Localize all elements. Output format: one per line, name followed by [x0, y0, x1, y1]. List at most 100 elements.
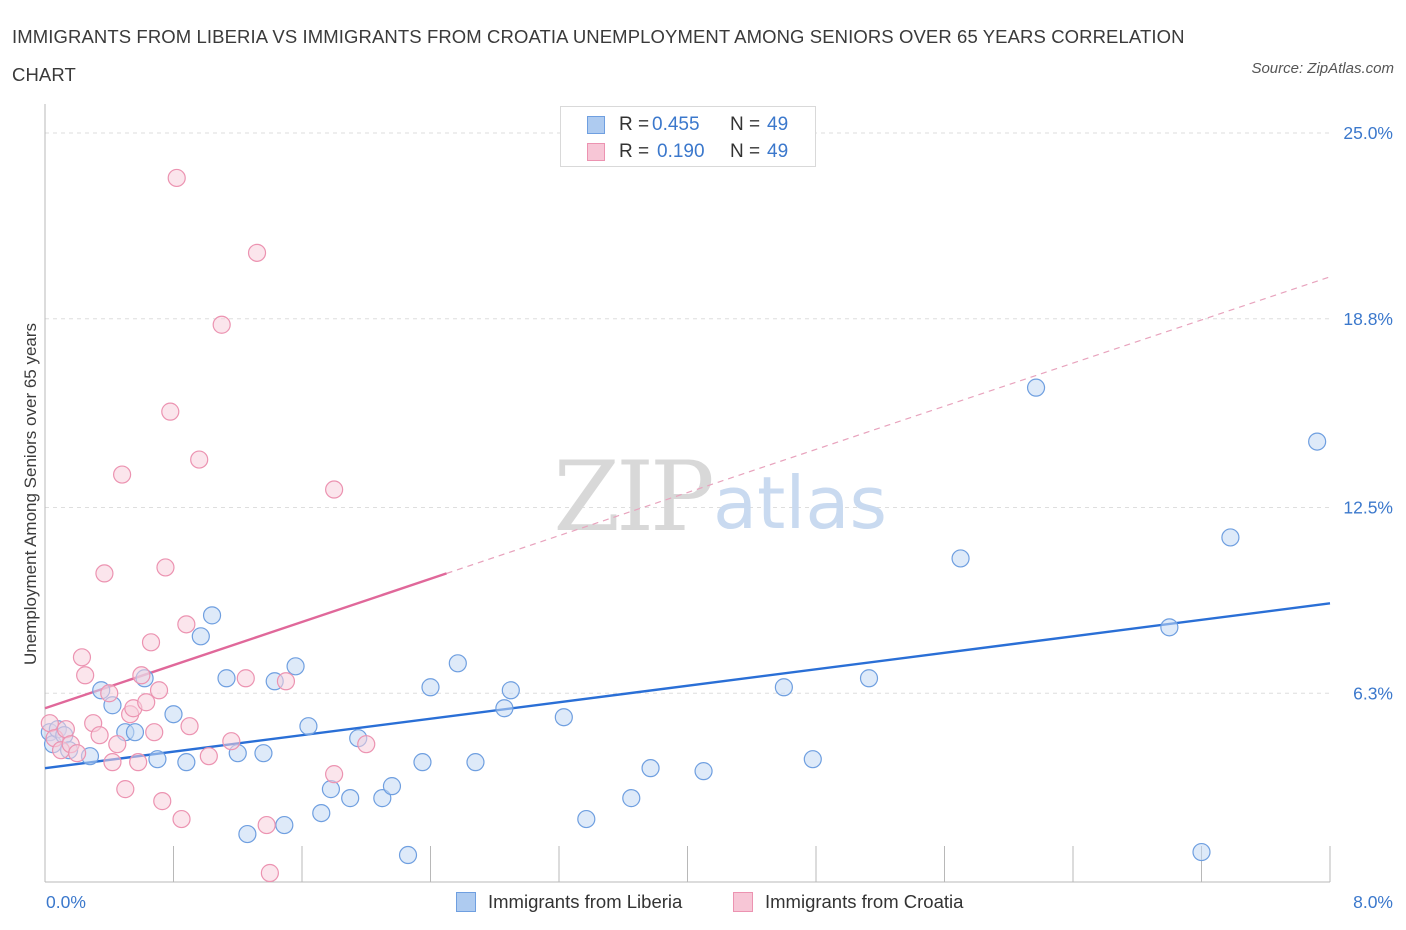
point-croatia	[40, 714, 59, 733]
x-tick-label: 0.0%	[46, 892, 86, 912]
bottom-legend-label-croatia: Immigrants from Croatia	[765, 891, 964, 912]
trend-line-extension-croatia	[446, 276, 1331, 574]
point-croatia	[149, 681, 169, 700]
point-liberia	[803, 750, 822, 769]
y-tick-label: 25.0%	[1343, 123, 1393, 143]
trend-line-liberia	[44, 602, 1331, 770]
point-croatia	[132, 666, 151, 685]
watermark: ZIP atlas	[553, 441, 887, 553]
point-liberia	[641, 759, 660, 778]
bottom-legend-croatia: Immigrants from Croatia	[733, 889, 1003, 915]
point-liberia	[554, 708, 573, 727]
point-liberia	[148, 750, 167, 769]
point-croatia	[357, 735, 376, 754]
point-croatia	[72, 648, 92, 667]
point-liberia	[1221, 528, 1240, 547]
point-croatia	[247, 243, 267, 262]
legend-n-label: N =	[730, 141, 761, 162]
point-croatia	[260, 863, 279, 883]
point-croatia	[100, 684, 119, 703]
point-croatia	[161, 402, 180, 421]
point-croatia	[141, 633, 161, 652]
point-croatia	[129, 753, 148, 772]
point-croatia	[212, 315, 231, 334]
y-axis-label: Unemployment Among Seniors over 65 years	[21, 323, 40, 665]
point-croatia	[56, 720, 75, 739]
point-croatia	[68, 744, 87, 763]
point-liberia	[382, 777, 402, 796]
point-liberia	[501, 681, 520, 700]
point-croatia	[180, 717, 199, 736]
point-liberia	[125, 723, 145, 742]
point-liberia	[202, 606, 222, 625]
point-liberia	[321, 780, 341, 799]
point-liberia	[413, 753, 432, 772]
point-croatia	[116, 780, 135, 799]
point-croatia	[177, 615, 196, 634]
point-liberia	[694, 762, 713, 781]
bottom-legend-swatch-croatia	[733, 892, 753, 912]
point-croatia	[153, 792, 172, 811]
legend-swatch-liberia	[587, 116, 605, 134]
point-croatia	[90, 726, 109, 745]
source-label: Source: ZipAtlas.com	[1251, 60, 1394, 77]
point-croatia	[137, 693, 156, 712]
point-liberia	[1026, 378, 1046, 397]
point-liberia	[774, 678, 793, 697]
legend-swatch-croatia	[587, 143, 605, 161]
point-croatia	[95, 564, 114, 583]
point-croatia	[222, 732, 241, 751]
point-liberia	[448, 654, 467, 673]
legend-n-label: N =	[730, 114, 761, 135]
y-tick-label: 18.8%	[1343, 309, 1393, 329]
point-liberia	[275, 815, 294, 835]
point-liberia	[1192, 842, 1211, 862]
point-liberia	[421, 678, 440, 697]
point-liberia	[177, 753, 196, 772]
point-croatia	[112, 465, 132, 484]
legend-r-value: 0.190	[657, 141, 705, 162]
data-points	[40, 168, 1327, 883]
gridlines	[45, 132, 1330, 694]
point-liberia	[951, 549, 970, 568]
watermark-atlas: atlas	[713, 461, 887, 545]
point-croatia	[156, 558, 175, 577]
point-liberia	[312, 803, 331, 823]
point-croatia	[76, 666, 95, 685]
point-liberia	[341, 789, 360, 808]
point-croatia	[145, 723, 164, 742]
point-croatia	[325, 480, 344, 499]
legend-r-label: R =	[619, 114, 650, 135]
correlation-legend: R = 0.455 N = 49 R = 0.190 N = 49	[560, 106, 816, 167]
axes	[44, 104, 1331, 883]
point-liberia	[254, 744, 273, 763]
y-tick-label: 6.3%	[1353, 683, 1393, 703]
point-liberia	[238, 824, 257, 844]
point-liberia	[191, 627, 210, 646]
y-tick-labels: 6.3% 12.5% 18.8% 25.0%	[1343, 123, 1393, 703]
watermark-zip: ZIP	[553, 441, 712, 553]
point-liberia	[859, 669, 879, 688]
y-tick-label: 12.5%	[1343, 498, 1393, 518]
point-croatia	[199, 747, 218, 766]
point-liberia	[373, 789, 392, 808]
point-liberia	[1308, 432, 1327, 451]
point-liberia	[466, 753, 485, 772]
legend-r-label: R =	[619, 141, 650, 162]
point-croatia	[257, 815, 276, 835]
point-liberia	[299, 717, 318, 736]
point-croatia	[325, 765, 344, 784]
point-liberia	[217, 669, 236, 688]
x-tick-labels: 0.0% 8.0%	[46, 892, 1393, 912]
point-liberia	[622, 789, 641, 808]
point-liberia	[495, 699, 514, 718]
point-croatia	[172, 809, 191, 829]
chart-title: IMMIGRANTS FROM LIBERIA VS IMMIGRANTS FR…	[12, 26, 1185, 85]
point-liberia	[286, 657, 305, 676]
x-tick-label: 8.0%	[1353, 892, 1393, 912]
legend-r-value: 0.455	[652, 114, 700, 135]
point-croatia	[167, 168, 186, 188]
bottom-legend-liberia: Immigrants from Liberia	[456, 889, 716, 915]
point-croatia	[190, 450, 209, 469]
